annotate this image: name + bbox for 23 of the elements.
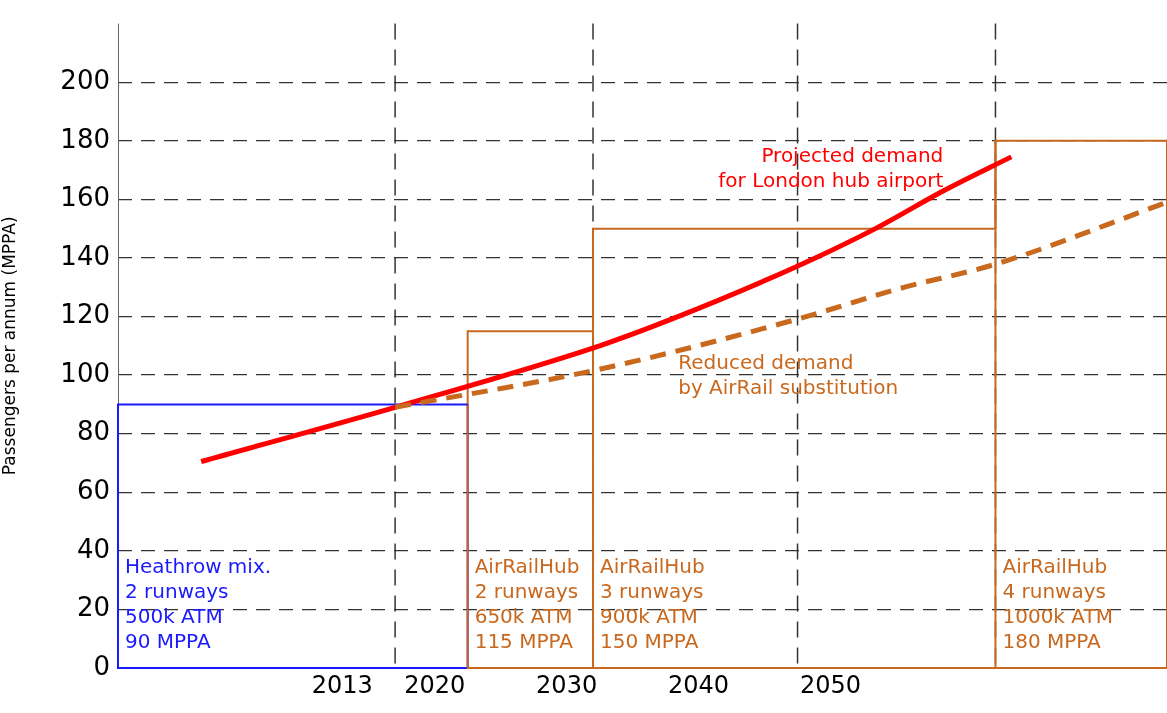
x-tick-label: 2020	[404, 670, 466, 699]
series-label: Reduced demand by AirRail substitution	[678, 349, 899, 399]
annotation: AirRailHub 2 runways 650k ATM 115 MPPA	[474, 554, 580, 654]
annotation: AirRailHub 4 runways 1000k ATM 180 MPPA	[1002, 554, 1113, 654]
y-tick-label: 0	[93, 650, 110, 681]
y-tick-label: 180	[60, 123, 110, 154]
y-tick-label: 60	[76, 475, 110, 505]
y-tick-label: 160	[60, 182, 110, 213]
y-tick-label: 200	[60, 64, 110, 95]
y-axis-title: Passengers per annum (MPPA)	[0, 216, 19, 476]
x-tick-label: 2030	[536, 670, 598, 699]
x-tick-label: 2040	[668, 670, 730, 699]
x-tick-label: 2013	[311, 670, 373, 699]
y-tick-label: 140	[60, 240, 110, 271]
x-tick-label: 2050	[799, 670, 862, 699]
y-tick-label: 100	[60, 357, 110, 388]
y-tick-label: 40	[76, 533, 110, 564]
annotation: AirRailHub 3 runways 900k ATM 150 MPPA	[600, 554, 705, 654]
y-tick-label: 80	[76, 416, 110, 447]
y-tick-label: 20	[76, 592, 110, 623]
y-tick-label: 120	[60, 299, 110, 330]
series-label: Projected demand for London hub airport	[718, 143, 944, 193]
annotation: Heathrow mix. 2 runways 500k ATM 90 MPPA	[125, 554, 272, 654]
